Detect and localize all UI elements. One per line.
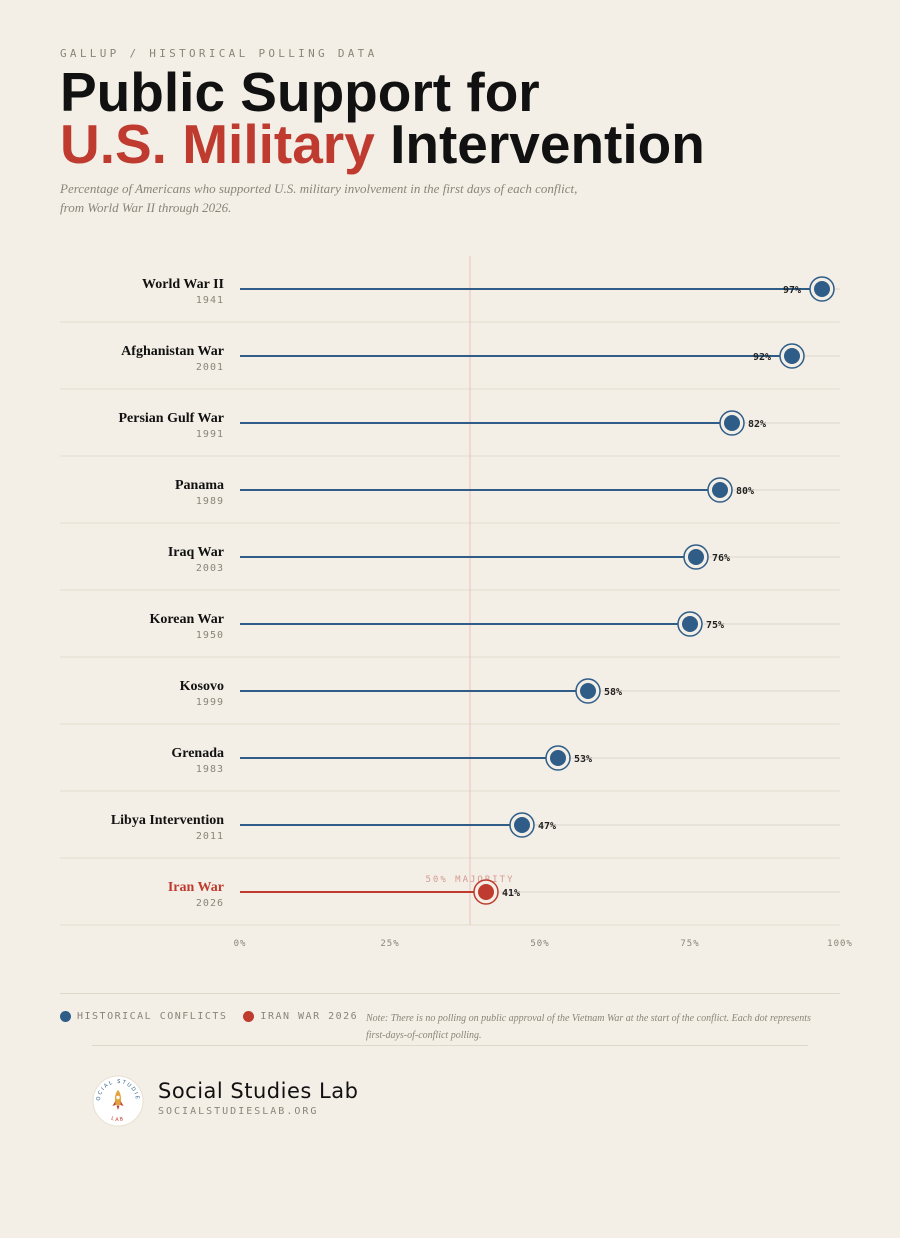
- value-label: 97%: [783, 285, 801, 296]
- lollipop-chart: World War II 1941 97% Afghanistan War 2001 92…: [60, 256, 853, 949]
- conflict-name: World War II: [142, 277, 224, 292]
- title-accent: U.S. Military: [60, 113, 375, 175]
- legend-item-historical: HISTORICAL CONFLICTS: [60, 1011, 227, 1022]
- conflict-year: 2026: [196, 898, 224, 909]
- value-label: 82%: [748, 419, 766, 430]
- conflict-year: 1999: [196, 697, 224, 708]
- conflict-year: 1991: [196, 429, 224, 440]
- dot-historical: [814, 281, 830, 297]
- kicker: GALLUP / HISTORICAL POLLING DATA: [60, 47, 378, 60]
- value-label: 41%: [502, 888, 520, 899]
- x-tick-label: 0%: [234, 939, 247, 949]
- conflict-name: Kosovo: [180, 679, 224, 694]
- value-label: 58%: [604, 687, 622, 698]
- x-tick-label: 100%: [827, 939, 853, 949]
- footnote: Note: There is no polling on public appr…: [366, 1013, 811, 1041]
- legend-label-historical: HISTORICAL CONFLICTS: [77, 1011, 228, 1022]
- conflict-name: Grenada: [171, 746, 224, 761]
- dot-historical: [580, 683, 596, 699]
- brand-logo: SOCIAL STUDIES LAB: [92, 1075, 144, 1127]
- majority-label: 50% MAJORITY: [425, 875, 514, 885]
- legend: HISTORICAL CONFLICTS IRAN WAR 2026: [60, 1011, 374, 1022]
- logo-text-bottom: LAB: [110, 1116, 124, 1123]
- svg-text:LAB: LAB: [110, 1116, 125, 1123]
- x-tick-label: 25%: [380, 939, 399, 949]
- x-tick-label: 75%: [680, 939, 699, 949]
- legend-label-iran: IRAN WAR 2026: [260, 1011, 359, 1022]
- value-label: 75%: [706, 620, 724, 631]
- legend-item-iran: IRAN WAR 2026: [243, 1011, 358, 1022]
- dot-historical: [514, 817, 530, 833]
- page-title: Public Support for U.S. Military Interve…: [60, 65, 705, 172]
- dot-iran: [478, 884, 494, 900]
- conflict-name: Iraq War: [168, 545, 224, 560]
- value-label: 47%: [538, 821, 556, 832]
- value-label: 76%: [712, 553, 730, 564]
- rocket-icon: [112, 1090, 124, 1110]
- value-label: 92%: [753, 352, 771, 363]
- conflict-year: 1950: [196, 630, 224, 641]
- conflict-name: Libya Intervention: [111, 813, 224, 828]
- conflict-year: 1941: [196, 295, 224, 306]
- title-line-1: Public Support for: [60, 61, 540, 123]
- legend-dot-iran: [243, 1011, 255, 1022]
- dot-historical: [688, 549, 704, 565]
- conflict-year: 2011: [196, 831, 224, 842]
- x-tick-label: 50%: [530, 939, 549, 949]
- dot-historical: [712, 482, 728, 498]
- conflict-year: 2003: [196, 563, 224, 574]
- brand-url: SOCIALSTUDIESLAB.ORG: [158, 1106, 319, 1117]
- value-label: 53%: [574, 754, 592, 765]
- dot-historical: [724, 415, 740, 431]
- conflict-name: Korean War: [149, 612, 224, 627]
- brand-name: Social Studies Lab: [158, 1079, 359, 1103]
- footer-divider: [92, 1045, 808, 1046]
- dot-historical: [682, 616, 698, 632]
- dot-historical: [784, 348, 800, 364]
- conflict-year: 1983: [196, 764, 224, 775]
- conflict-year: 2001: [196, 362, 224, 373]
- value-label: 80%: [736, 486, 754, 497]
- title-rest: Intervention: [374, 113, 705, 175]
- conflict-name: Afghanistan War: [121, 344, 224, 359]
- legend-divider: [60, 993, 840, 994]
- dot-historical: [550, 750, 566, 766]
- subtitle: Percentage of Americans who supported U.…: [60, 181, 578, 215]
- conflict-name: Panama: [175, 478, 224, 493]
- conflict-name: Persian Gulf War: [118, 411, 224, 426]
- conflict-name: Iran War: [168, 880, 224, 895]
- conflict-year: 1989: [196, 496, 224, 507]
- legend-dot-historical: [60, 1011, 71, 1022]
